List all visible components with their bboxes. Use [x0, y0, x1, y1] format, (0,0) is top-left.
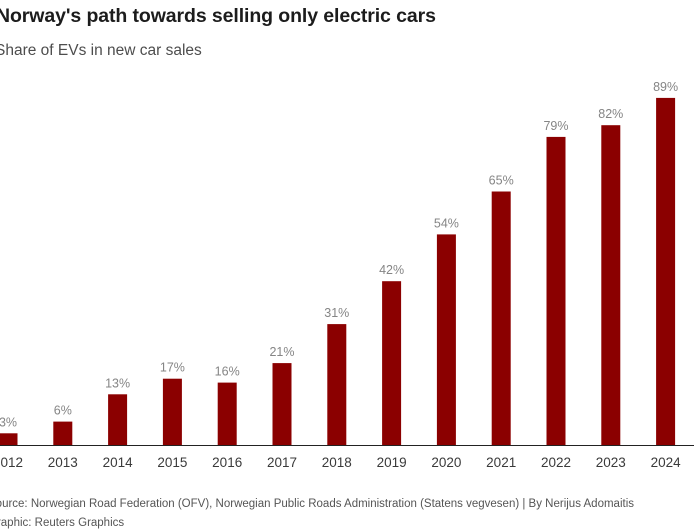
value-label-2020: 54% [434, 216, 459, 230]
bar-2013 [53, 421, 73, 445]
value-label-2016: 16% [215, 365, 240, 379]
value-label-2019: 42% [379, 263, 404, 277]
value-label-2018: 31% [324, 306, 349, 320]
value-label-2022: 79% [543, 119, 568, 133]
bar-2017 [272, 363, 292, 445]
x-tick-label-2020: 2020 [431, 455, 461, 470]
bar-2023 [601, 125, 621, 445]
value-label-2014: 13% [105, 376, 130, 390]
value-label-2024: 89% [653, 80, 678, 94]
bar-2022 [546, 136, 566, 445]
value-label-2023: 82% [598, 107, 623, 121]
x-tick-label-2012: 2012 [0, 455, 23, 470]
bar-2014 [108, 394, 128, 445]
x-tick-label-2021: 2021 [486, 455, 516, 470]
value-labels-group: 3% 6% 13% 17% 16% 21% 31% 42% 54% 65% 79% 82% 89% [0, 80, 678, 429]
bar-2015 [162, 378, 182, 445]
value-label-2013: 6% [54, 404, 72, 418]
x-tick-label-2019: 2019 [377, 455, 407, 470]
x-tick-label-2018: 2018 [322, 455, 352, 470]
bar-2024 [656, 97, 676, 446]
x-tick-label-2015: 2015 [157, 455, 187, 470]
bar-2016 [217, 382, 237, 445]
value-label-2015: 17% [160, 361, 185, 375]
x-tick-label-2023: 2023 [596, 455, 626, 470]
graphic-credit: Graphic: Reuters Graphics [0, 517, 125, 529]
x-tick-labels-group: 2012 2013 2014 2015 2016 2017 2018 2019 2020 2021… [0, 455, 681, 470]
x-tick-label-2017: 2017 [267, 455, 297, 470]
bar-2019 [382, 281, 402, 445]
value-label-2017: 21% [269, 345, 294, 359]
chart-title: Norway's path towards selling only elect… [0, 5, 436, 27]
bar-2012 [0, 433, 18, 445]
x-tick-label-2014: 2014 [103, 455, 134, 470]
bar-2021 [491, 191, 511, 445]
x-tick-label-2024: 2024 [651, 455, 682, 470]
value-label-2021: 65% [489, 174, 514, 188]
x-tick-label-2022: 2022 [541, 455, 571, 470]
bars-group [0, 97, 676, 446]
x-tick-label-2016: 2016 [212, 455, 242, 470]
source-note: Source: Norwegian Road Federation (OFV),… [0, 498, 635, 510]
value-label-2012: 3% [0, 415, 17, 429]
chart-subtitle: Share of EVs in new car sales [0, 42, 202, 59]
bar-2020 [436, 234, 456, 445]
bar-2018 [327, 324, 347, 445]
x-tick-label-2013: 2013 [48, 455, 78, 470]
